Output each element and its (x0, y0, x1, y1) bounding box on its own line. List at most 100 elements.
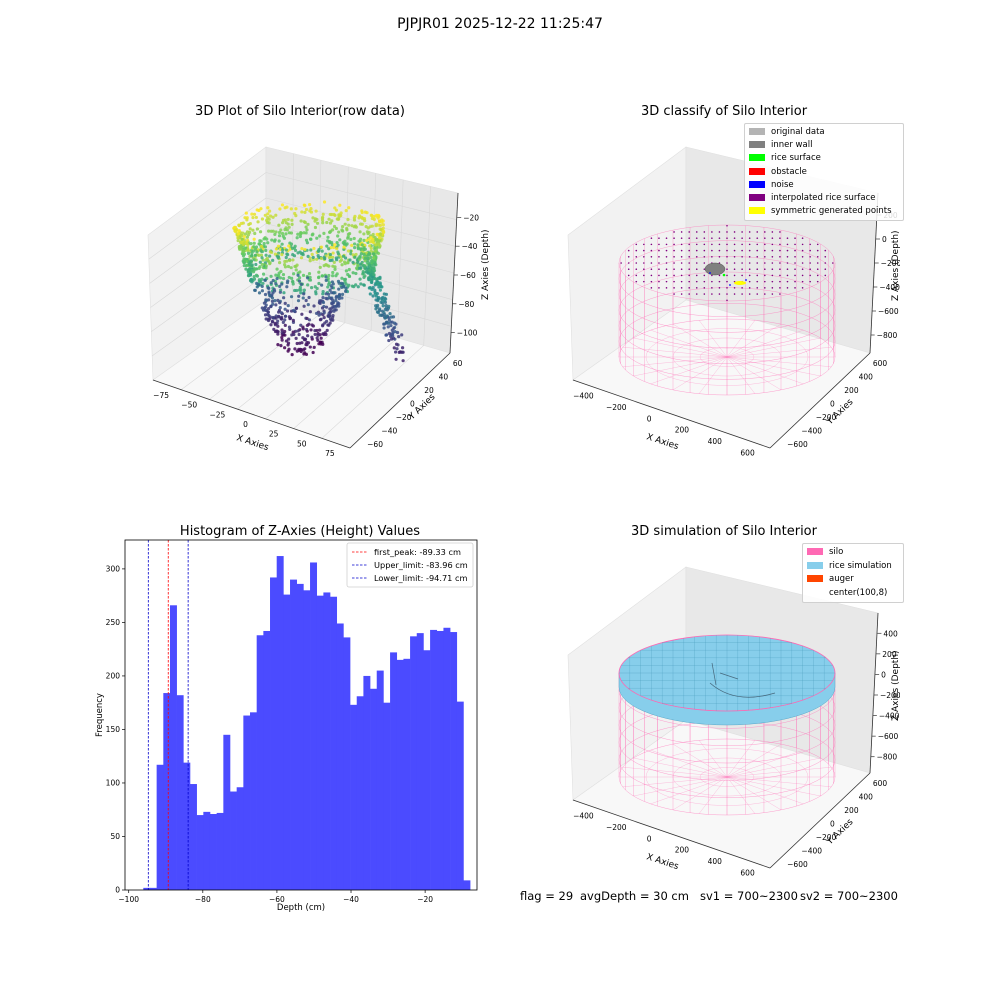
histogram-bar (230, 791, 237, 890)
y-tick-label: 200 (844, 806, 859, 815)
histogram-bar (376, 670, 384, 890)
x-tick-label: −400 (573, 392, 594, 401)
x-tick-label: −25 (209, 410, 225, 419)
legend-swatch (749, 180, 765, 188)
panel1-title: 3D Plot of Silo Interior(row data) (195, 104, 405, 119)
z-tick-label: −200 (881, 259, 900, 268)
panel1-3d-scatter: −75 −50 −25 0 25 50 75 −60 −40 −20 0 20 40 60 −20 −40… (147, 146, 491, 458)
x-tick-label: 25 (269, 430, 279, 439)
histogram-bar (343, 637, 351, 890)
status-sv1: sv1 = 700~2300 (700, 889, 798, 903)
y-tick-label: 20 (424, 386, 434, 395)
y-tick-label: 150 (106, 725, 121, 734)
legend-label: interpolated rice surface (771, 193, 876, 204)
x-tick-label: −20 (417, 895, 433, 904)
histogram-bar (169, 605, 177, 890)
legend-item: inner wall (749, 139, 899, 152)
histogram-bar (276, 556, 284, 890)
panel4-title: 3D simulation of Silo Interior (631, 524, 817, 539)
histogram-bar (403, 658, 411, 890)
legend-label: symmetric generated points (771, 206, 892, 217)
y-tick-label: −400 (801, 427, 822, 436)
panel3-histogram: −100 −80 −60 −40 −20 0 50 100 150 200 250 300 Dept… (95, 539, 478, 913)
histogram-bar (316, 595, 324, 890)
histogram-bar (156, 764, 164, 890)
y-tick-label: 40 (439, 372, 449, 381)
histogram-bar (350, 704, 358, 890)
y-tick-label: −40 (381, 427, 397, 436)
legend-label: rice simulation (829, 560, 892, 571)
x-tick-label: 600 (740, 448, 755, 457)
legend-label: first_peak: -89.33 cm (374, 547, 461, 557)
histogram-bar (290, 579, 298, 890)
status-sv2: sv2 = 700~2300 (800, 889, 898, 903)
panel2-xlabel: X Axies (645, 432, 680, 452)
panel2-zlabel: Z Axies (Depth) (891, 230, 900, 301)
y-tick-label: −20 (396, 413, 412, 422)
x-tick-label: 50 (297, 439, 307, 448)
z-tick-label: 0 (882, 235, 887, 244)
histogram-bar (223, 734, 231, 890)
legend-item: rice simulation (807, 560, 899, 574)
histogram-bar (396, 659, 404, 890)
legend-item: auger (807, 573, 899, 587)
x-tick-label: −100 (118, 895, 139, 904)
histogram-bar (436, 630, 444, 890)
histogram-bar (430, 629, 438, 890)
legend-label: Upper_limit: -83.96 cm (374, 560, 468, 570)
legend-label: rice surface (771, 153, 821, 164)
z-tick-label: 400 (883, 629, 898, 638)
z-tick-label: −400 (879, 283, 900, 292)
x-tick-label: 200 (675, 846, 690, 855)
histogram-bar (383, 702, 391, 890)
legend-swatch (749, 167, 765, 175)
legend-item: noise (749, 179, 899, 192)
panel4-zlabel: Z Axies (Depth) (891, 650, 900, 721)
panel2-legend: original data inner wall rice surface obsta… (744, 123, 904, 222)
y-tick-label: 0 (830, 400, 835, 409)
panel3-xlabel: Depth (cm) (277, 903, 325, 913)
histogram-bar (283, 594, 291, 890)
x-tick-label: −75 (153, 391, 169, 400)
y-tick-label: −200 (816, 833, 837, 842)
histogram-bar (336, 623, 344, 890)
histogram-bar (183, 762, 191, 890)
histogram-bar (189, 784, 197, 890)
legend-item: obstacle (749, 166, 899, 179)
legend-item: center(100,8) (807, 587, 899, 601)
panel4-xlabel: X Axies (645, 852, 680, 872)
histogram-bar (443, 627, 451, 890)
z-tick-label: −60 (460, 271, 476, 280)
legend-swatch (749, 194, 765, 202)
legend-swatch (807, 589, 823, 596)
z-tick-label: 0 (881, 670, 886, 679)
histogram-bar (203, 811, 211, 890)
x-tick-label: 75 (325, 449, 335, 458)
histogram-bar (236, 787, 244, 890)
panel3-legend: first_peak: -89.33 cm Upper_limit: -83.96… (346, 542, 474, 588)
histogram-bar (296, 583, 304, 890)
panel3-ylabel: Frequency (95, 693, 105, 737)
histogram-bar (243, 715, 251, 890)
z-tick-label: 200 (882, 650, 897, 659)
legend-item: silo (807, 546, 899, 560)
x-tick-label: −200 (606, 823, 627, 832)
histogram-bar (216, 812, 224, 890)
histogram-bar (423, 650, 431, 890)
histogram-bar (250, 712, 257, 890)
legend-label: center(100,8) (829, 587, 888, 598)
x-tick-label: 600 (740, 868, 755, 877)
x-tick-label: 400 (708, 437, 723, 446)
histogram-bar (410, 636, 418, 890)
histogram-bar (149, 887, 157, 890)
x-tick-label: −50 (181, 401, 197, 410)
y-tick-label: −400 (801, 847, 822, 856)
z-tick-label: −800 (877, 331, 898, 340)
z-tick-label: −800 (877, 753, 898, 762)
histogram-bar (303, 590, 311, 890)
y-tick-label: −600 (787, 440, 808, 449)
y-tick-label: 250 (106, 618, 121, 627)
histogram-bar (416, 633, 424, 890)
y-tick-label: 0 (830, 820, 835, 829)
z-tick-label: −400 (879, 712, 900, 721)
